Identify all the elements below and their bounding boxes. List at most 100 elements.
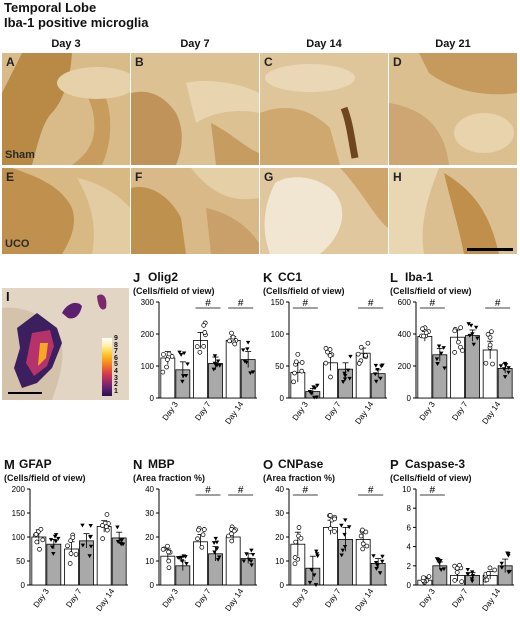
- chart-title: CNPase: [278, 457, 324, 471]
- data-point-uco: [217, 363, 222, 368]
- heatmap-scale-2: 2: [114, 381, 118, 389]
- data-point-uco: [435, 361, 440, 366]
- panel-letter-b: B: [135, 55, 144, 69]
- x-tick-label: Day 14: [353, 587, 375, 613]
- data-point-sham: [201, 527, 207, 532]
- row-label-sham: Sham: [5, 149, 35, 161]
- row-label-uco: UCO: [5, 238, 30, 250]
- y-tick-label: 0: [150, 394, 155, 403]
- x-tick-label: Day 7: [193, 400, 213, 423]
- data-point-sham: [452, 578, 458, 583]
- data-point-sham: [452, 349, 457, 355]
- data-point-sham: [34, 539, 40, 545]
- significance-marker: #: [238, 298, 244, 309]
- data-point-uco: [312, 573, 317, 578]
- data-point-uco: [120, 537, 125, 542]
- y-tick-label: 0: [407, 394, 412, 403]
- data-point-sham: [67, 561, 73, 566]
- micrograph-b-image: [131, 53, 259, 165]
- column-label-day3: Day 3: [51, 38, 81, 50]
- data-point-uco: [180, 379, 185, 384]
- data-point-uco: [184, 561, 189, 566]
- bar-uco: [46, 543, 62, 586]
- data-point-uco: [245, 340, 251, 345]
- data-point-uco: [342, 545, 348, 549]
- data-point-uco: [313, 583, 319, 587]
- micrograph-f: F: [131, 168, 259, 254]
- data-point-uco: [470, 570, 475, 575]
- data-point-sham: [363, 353, 368, 358]
- chart-title: CC1: [278, 270, 303, 284]
- chart-panel-m: M GFAP (Cells/field of view) 0 50 100 150 200 Da…: [4, 455, 132, 625]
- data-point-uco: [471, 342, 476, 347]
- data-point-sham: [323, 360, 329, 366]
- data-point-uco: [441, 346, 446, 350]
- data-point-sham: [291, 379, 296, 385]
- data-point-uco: [181, 351, 187, 356]
- data-point-sham: [490, 361, 495, 367]
- data-point-sham: [423, 330, 429, 336]
- x-tick-label: Day 7: [323, 400, 343, 423]
- data-point-sham: [454, 565, 460, 571]
- data-point-uco: [342, 371, 347, 376]
- data-point-uco: [339, 523, 344, 528]
- data-point-sham: [227, 338, 232, 344]
- chart-panel-j: J Olig2 (Cells/field of view) 0 100 200 300 Day…: [133, 268, 261, 438]
- bar-sham: [96, 526, 112, 586]
- data-point-uco: [345, 368, 351, 373]
- chart-title: MBP: [148, 457, 175, 471]
- bar-sham: [225, 340, 241, 399]
- data-point-uco: [181, 374, 186, 379]
- significance-marker: #: [238, 485, 244, 496]
- data-point-sham: [360, 527, 365, 533]
- x-tick-label: Day 14: [353, 400, 375, 426]
- data-point-uco: [87, 554, 92, 559]
- data-point-uco: [503, 363, 508, 368]
- data-point-sham: [360, 541, 366, 547]
- bar-uco: [432, 354, 448, 399]
- data-point-uco: [438, 559, 443, 563]
- y-tick-label: 200: [12, 485, 26, 494]
- micrograph-b: B: [131, 53, 259, 165]
- chart-unit-label: (Cells/field of view): [263, 286, 345, 296]
- data-point-uco: [371, 554, 376, 559]
- significance-marker: #: [368, 298, 374, 309]
- x-tick-label: Day 14: [94, 587, 116, 613]
- data-point-uco: [502, 375, 508, 379]
- heatmap-scale-6: 6: [114, 354, 118, 362]
- panel-letter-a: A: [6, 55, 15, 69]
- data-point-sham: [483, 360, 489, 366]
- data-point-uco: [213, 362, 219, 367]
- data-point-sham: [420, 326, 425, 332]
- data-point-sham: [454, 570, 460, 575]
- x-tick-label: Day 7: [193, 587, 213, 610]
- data-point-uco: [211, 541, 217, 545]
- data-point-uco: [373, 561, 379, 565]
- data-point-sham: [457, 562, 462, 568]
- y-tick-label: 30: [275, 509, 284, 518]
- data-point-uco: [315, 554, 320, 559]
- y-tick-label: 30: [145, 509, 154, 518]
- data-point-uco: [467, 333, 472, 338]
- micrograph-g: G: [260, 168, 388, 254]
- x-tick-label: Day 3: [161, 400, 181, 423]
- data-point-uco: [348, 354, 353, 359]
- data-point-sham: [231, 528, 237, 534]
- significance-marker: #: [495, 298, 501, 309]
- data-point-uco: [468, 323, 474, 328]
- heatmap-scale-7: 7: [114, 348, 118, 356]
- data-point-uco: [465, 572, 471, 576]
- data-point-sham: [104, 512, 110, 517]
- y-tick-label: 100: [271, 330, 285, 339]
- bar-uco: [465, 335, 480, 399]
- x-tick-label: Day 14: [480, 587, 502, 613]
- chart-title: Olig2: [148, 270, 179, 284]
- x-tick-label: Day 7: [450, 587, 470, 610]
- data-point-sham: [100, 523, 105, 528]
- significance-marker: #: [430, 298, 436, 309]
- column-label-day21: Day 21: [435, 38, 471, 50]
- data-point-sham: [230, 334, 236, 340]
- data-point-sham: [195, 536, 200, 542]
- y-tick-label: 200: [398, 362, 412, 371]
- data-point-uco: [373, 372, 378, 377]
